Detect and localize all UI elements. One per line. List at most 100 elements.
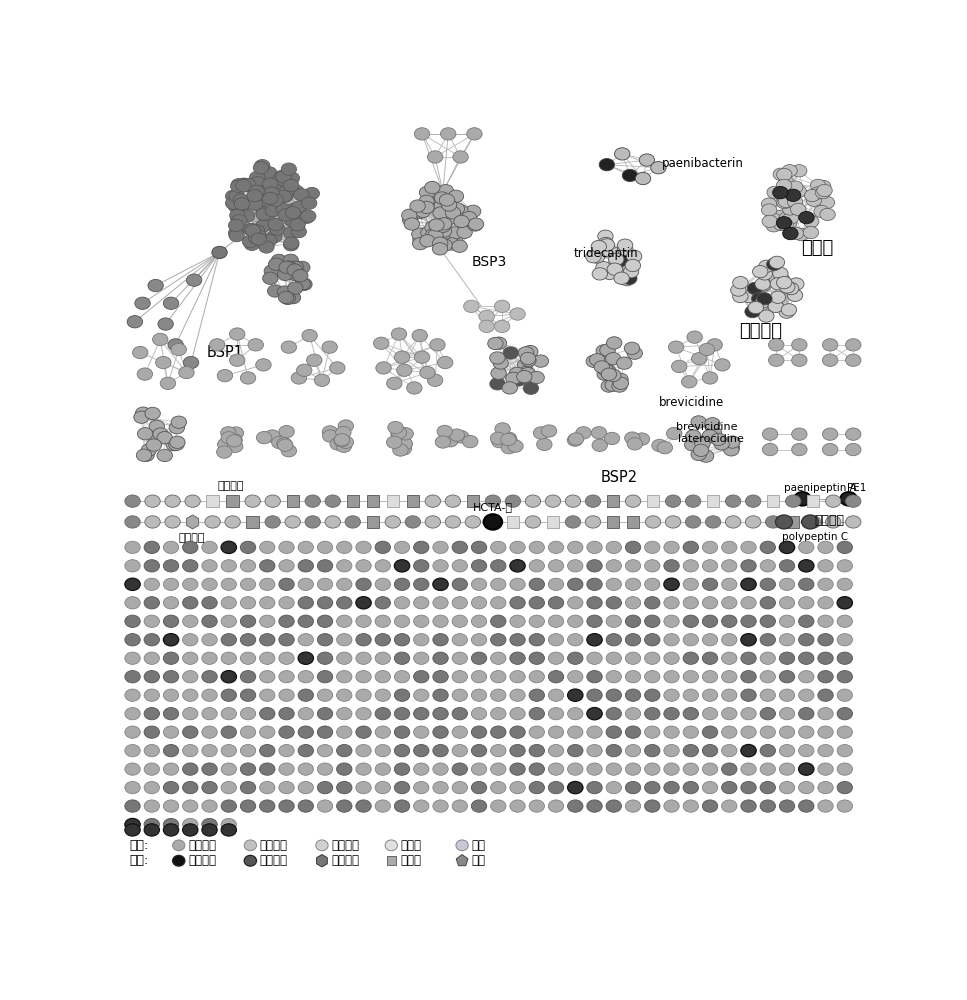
Text: 变形菌门: 变形菌门	[188, 839, 216, 852]
Ellipse shape	[278, 560, 294, 572]
Ellipse shape	[278, 615, 294, 627]
Ellipse shape	[529, 560, 544, 572]
Ellipse shape	[375, 541, 391, 554]
Ellipse shape	[665, 495, 681, 507]
Ellipse shape	[210, 339, 225, 351]
Ellipse shape	[845, 339, 861, 351]
Ellipse shape	[233, 194, 249, 206]
Ellipse shape	[645, 763, 660, 775]
Ellipse shape	[685, 439, 700, 451]
Ellipse shape	[278, 439, 293, 451]
Ellipse shape	[127, 316, 142, 328]
Ellipse shape	[307, 354, 322, 366]
Ellipse shape	[599, 237, 613, 250]
Ellipse shape	[125, 689, 140, 701]
Ellipse shape	[231, 214, 247, 227]
Ellipse shape	[291, 201, 307, 213]
Ellipse shape	[508, 440, 523, 452]
Ellipse shape	[424, 229, 439, 242]
Ellipse shape	[158, 318, 173, 330]
Ellipse shape	[259, 541, 275, 554]
Ellipse shape	[337, 800, 352, 812]
Ellipse shape	[600, 344, 615, 356]
Text: tridecaptin: tridecaptin	[573, 247, 638, 260]
Ellipse shape	[281, 445, 297, 457]
Ellipse shape	[298, 744, 313, 757]
Ellipse shape	[283, 227, 299, 239]
Ellipse shape	[721, 652, 737, 664]
Ellipse shape	[263, 272, 278, 284]
Ellipse shape	[221, 634, 237, 646]
Ellipse shape	[818, 634, 834, 646]
Ellipse shape	[627, 250, 642, 262]
Bar	[707, 495, 719, 507]
Ellipse shape	[286, 268, 302, 280]
Ellipse shape	[604, 432, 620, 445]
Ellipse shape	[818, 560, 834, 572]
Bar	[807, 495, 819, 507]
Ellipse shape	[468, 218, 484, 230]
Ellipse shape	[471, 781, 486, 794]
Ellipse shape	[529, 615, 544, 627]
Ellipse shape	[490, 378, 505, 390]
Ellipse shape	[721, 800, 737, 812]
Ellipse shape	[760, 652, 776, 664]
Ellipse shape	[429, 339, 445, 351]
Ellipse shape	[305, 187, 319, 200]
Ellipse shape	[163, 597, 179, 609]
Ellipse shape	[548, 615, 564, 627]
Ellipse shape	[702, 726, 718, 738]
Ellipse shape	[462, 435, 478, 448]
Ellipse shape	[397, 438, 413, 450]
Ellipse shape	[401, 209, 417, 221]
Ellipse shape	[606, 800, 622, 812]
Ellipse shape	[607, 263, 623, 275]
Ellipse shape	[163, 671, 179, 683]
Ellipse shape	[779, 560, 795, 572]
Ellipse shape	[230, 180, 246, 192]
Ellipse shape	[484, 514, 502, 530]
Ellipse shape	[510, 708, 525, 720]
Ellipse shape	[291, 226, 307, 238]
Ellipse shape	[375, 560, 391, 572]
Ellipse shape	[433, 800, 449, 812]
Ellipse shape	[247, 190, 262, 202]
Ellipse shape	[202, 824, 218, 836]
Ellipse shape	[395, 560, 410, 572]
Ellipse shape	[529, 781, 544, 794]
Ellipse shape	[587, 671, 602, 683]
Text: 蓝菌门: 蓝菌门	[400, 854, 422, 867]
Ellipse shape	[270, 223, 285, 235]
Ellipse shape	[255, 359, 271, 371]
Ellipse shape	[585, 495, 601, 507]
Ellipse shape	[614, 272, 630, 284]
Ellipse shape	[183, 615, 198, 627]
Ellipse shape	[183, 634, 198, 646]
Ellipse shape	[663, 800, 679, 812]
Ellipse shape	[805, 189, 820, 202]
Ellipse shape	[792, 354, 807, 366]
Ellipse shape	[606, 781, 622, 794]
Ellipse shape	[773, 168, 788, 180]
Ellipse shape	[823, 354, 837, 366]
Ellipse shape	[804, 215, 819, 228]
Ellipse shape	[217, 446, 232, 458]
Ellipse shape	[510, 615, 525, 627]
Ellipse shape	[622, 272, 637, 285]
Ellipse shape	[291, 372, 307, 384]
Ellipse shape	[617, 357, 632, 369]
Ellipse shape	[336, 426, 351, 439]
Ellipse shape	[241, 615, 255, 627]
Ellipse shape	[263, 192, 278, 205]
Ellipse shape	[840, 492, 857, 506]
Ellipse shape	[741, 578, 756, 590]
Ellipse shape	[202, 578, 218, 590]
Ellipse shape	[395, 634, 410, 646]
Ellipse shape	[395, 763, 410, 775]
Bar	[387, 856, 396, 865]
Ellipse shape	[448, 227, 463, 239]
Ellipse shape	[251, 233, 267, 245]
Ellipse shape	[229, 190, 245, 202]
Ellipse shape	[375, 597, 391, 609]
Ellipse shape	[663, 671, 679, 683]
